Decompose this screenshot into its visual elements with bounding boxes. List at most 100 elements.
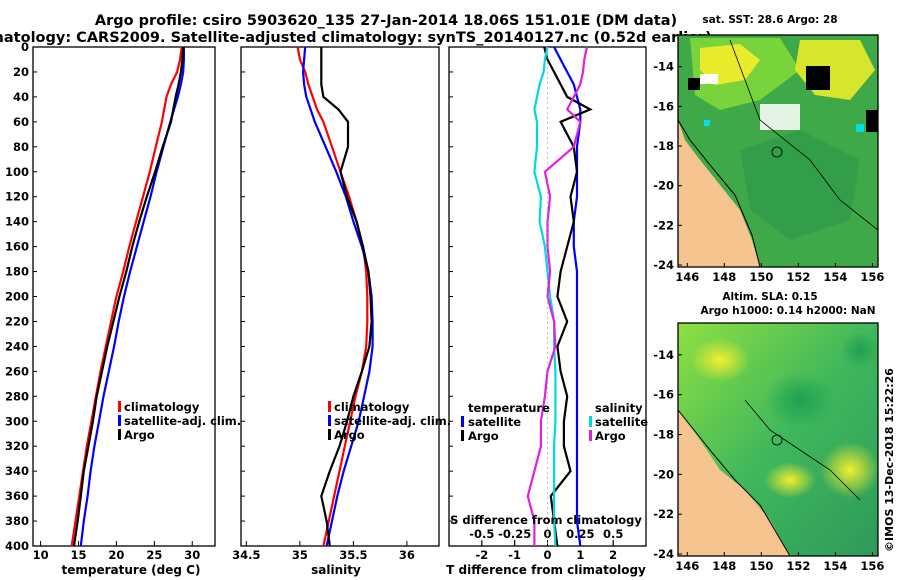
map-x-tick-label: 148 <box>712 559 736 573</box>
depth-tick-label: 60 <box>13 115 29 129</box>
x-tick-label: -2 <box>475 548 488 562</box>
x-tick-label: 1 <box>576 548 584 562</box>
depth-tick-label: 200 <box>5 290 29 304</box>
series-line-s-satellite <box>533 46 557 547</box>
sla-blob <box>840 332 878 368</box>
s-tick-label: 0.25 <box>566 527 594 541</box>
map-x-tick-label: 150 <box>749 270 773 284</box>
sst-coastline <box>678 119 761 267</box>
s-difference-label: S difference from climatology <box>450 513 642 527</box>
sst-frame <box>677 34 879 268</box>
map-y-tick-label: -20 <box>653 467 674 481</box>
sla-blob <box>820 442 878 498</box>
map-x-tick-label: 154 <box>823 559 847 573</box>
map-x-tick-label: 150 <box>749 559 773 573</box>
depth-tick-label: 40 <box>13 90 29 104</box>
sst-nodata <box>688 78 700 90</box>
depth-tick-label: 260 <box>5 364 29 378</box>
sla-map-title: Altim. SLA: 0.15 <box>722 291 817 303</box>
x-tick-label: 34.5 <box>232 548 260 562</box>
map-x-tick-label: 152 <box>786 559 810 573</box>
depth-tick-label: 100 <box>5 165 29 179</box>
depth-tick-label: 280 <box>5 389 29 403</box>
depth-tick-label: 340 <box>5 464 29 478</box>
depth-tick-label: 220 <box>5 314 29 328</box>
sla-blob <box>765 372 835 428</box>
map-y-tick-label: -16 <box>653 388 674 402</box>
x-tick-label: 0 <box>543 548 551 562</box>
depth-tick-label: 0 <box>21 40 29 54</box>
temperature-legend: climatology satellite-adj. clim. Argo <box>118 400 241 442</box>
legend-s-satellite: satellite <box>595 415 648 429</box>
sst-cool-patch <box>740 130 860 240</box>
depth-tick-label: 360 <box>5 489 29 503</box>
difference-plot: -2 -1 0 1 2-0.5 -0.25 0 0.25 0.5 <box>449 46 623 562</box>
sla-blob <box>764 462 816 498</box>
legend-swatch-satellite <box>328 415 331 426</box>
temperature-plot: 10 15 20 25 30 <box>33 46 200 562</box>
x-tick-label: 30 <box>184 548 200 562</box>
sst-cyan-cell <box>856 124 864 132</box>
series-line-t-satellite <box>553 46 582 547</box>
salinity-legend: climatology satellite-adj. clim. Argo <box>328 400 451 442</box>
depth-tick-label: 180 <box>5 265 29 279</box>
sla-map: Altim. SLA: 0.15 Argo h1000: 0.14 h2000:… <box>677 291 879 557</box>
sst-cyan-cell <box>704 120 710 126</box>
map-y-tick-label: -22 <box>653 218 674 232</box>
legend-s-argo: Argo <box>595 429 626 443</box>
imos-footer: ©IMOS 13-Dec-2018 15:22:26 <box>883 368 896 552</box>
sla-frame <box>677 322 879 557</box>
series-line-argo <box>320 47 373 547</box>
legend-argo: Argo <box>124 428 155 442</box>
map-y-tick-label: -24 <box>653 258 674 272</box>
legend-satellite-clim: satellite-adj. clim. <box>124 414 241 428</box>
salinity-xlabel: salinity <box>311 563 361 577</box>
series-line-t-argo <box>543 46 593 547</box>
map-x-tick-label: 154 <box>823 270 847 284</box>
map-x-tick-label: 146 <box>675 559 699 573</box>
series-line-climatology <box>70 46 183 547</box>
map-x-tick-label: 146 <box>675 270 699 284</box>
legend-argo: Argo <box>334 428 365 442</box>
sst-nodata-white <box>760 104 800 130</box>
x-tick-label: 35 <box>292 548 308 562</box>
legend-climatology: climatology <box>124 400 200 414</box>
map-y-tick-label: -22 <box>653 507 674 521</box>
sla-map-subtitle: Argo h1000: 0.14 h2000: NaN <box>700 305 875 317</box>
legend-swatch-argo <box>328 429 331 440</box>
legend-satellite-clim: satellite-adj. clim. <box>334 414 451 428</box>
depth-axis: 0 20 40 60 80 100 120 140 160 180 200 220 240 260 280 3… <box>5 40 29 553</box>
depth-tick-label: 320 <box>5 439 29 453</box>
depth-tick-label: 380 <box>5 514 29 528</box>
map-x-tick-label: 148 <box>712 270 736 284</box>
x-tick-label: 36 <box>399 548 415 562</box>
figure-title-line1: Argo profile: csiro 5903620_135 27-Jan-2… <box>95 13 677 29</box>
legend-swatch-argo <box>118 429 121 440</box>
map-y-tick-label: -14 <box>653 348 674 362</box>
series-line-satellite-adj-clim- <box>79 47 185 547</box>
depth-tick-label: 400 <box>5 539 29 553</box>
map-x-tick-label: 156 <box>860 559 884 573</box>
depth-tick-label: 300 <box>5 414 29 428</box>
sla-coastline <box>678 409 791 556</box>
figure-title-line2: Climatology: CARS2009. Satellite-adjuste… <box>0 30 712 46</box>
legend-swatch-t-argo <box>461 430 464 441</box>
depth-tick-label: 120 <box>5 190 29 204</box>
difference-xlabel: T difference from climatology <box>446 563 646 577</box>
map-y-tick-label: -16 <box>653 99 674 113</box>
map-y-tick-label: -20 <box>653 179 674 193</box>
map-y-tick-label: -18 <box>653 139 674 153</box>
s-tick-label: -0.25 <box>498 527 531 541</box>
x-tick-label: 35.5 <box>339 548 367 562</box>
depth-tick-label: 140 <box>5 215 29 229</box>
series-line-s-argo <box>526 46 588 546</box>
legend-swatch-climatology <box>118 401 121 412</box>
x-tick-label: 25 <box>146 548 162 562</box>
sst-map: sat. SST: 28.6 Argo: 28 <box>677 14 879 268</box>
legend-swatch-climatology <box>328 401 331 412</box>
temperature-xlabel: temperature (deg C) <box>62 563 201 577</box>
legend-swatch-s-satellite <box>589 416 592 427</box>
difference-legend: temperature satellite Argo salinity sate… <box>450 401 648 527</box>
